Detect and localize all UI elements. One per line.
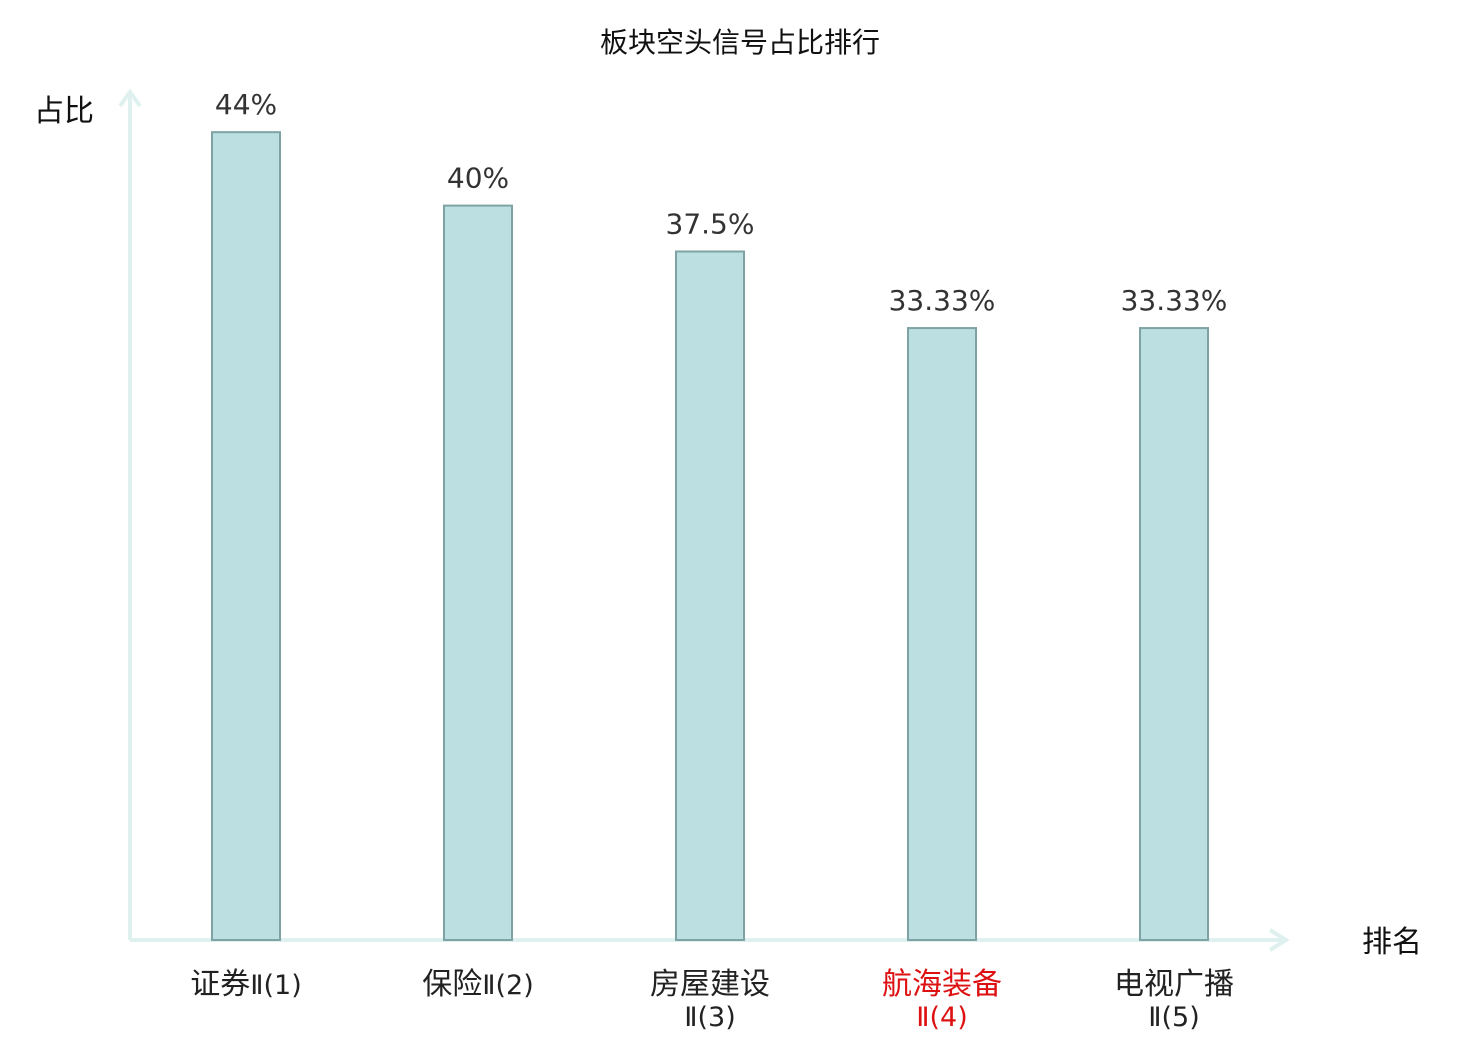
bar-3 xyxy=(675,250,745,941)
value-label-2: 40% xyxy=(447,162,509,195)
category-sublabel-5: Ⅱ(5) xyxy=(1148,1002,1200,1033)
y-axis xyxy=(118,88,142,940)
value-labels-group: 44% 40% 37.5% 33.33% 33.33% xyxy=(215,88,1228,317)
category-label-3: 房屋建设 xyxy=(650,967,770,1002)
value-label-4: 33.33% xyxy=(889,284,996,317)
category-sublabel-3: Ⅱ(3) xyxy=(684,1002,736,1033)
category-label-4: 航海装备 xyxy=(882,967,1002,1002)
category-label-sub-1: Ⅱ(1) xyxy=(250,970,302,1001)
category-label-main-1: 证券 xyxy=(190,967,250,1002)
bars-group xyxy=(211,131,1209,942)
value-label-5: 33.33% xyxy=(1121,284,1228,317)
bar-2 xyxy=(443,204,513,942)
chart-title: 板块空头信号占比排行 xyxy=(600,26,880,59)
bar-4 xyxy=(907,327,977,941)
y-axis-label: 占比 xyxy=(34,94,94,129)
bar-5 xyxy=(1139,327,1209,941)
category-label-5: 电视广播 xyxy=(1114,967,1234,1002)
category-label-sub-2: Ⅱ(2) xyxy=(482,970,534,1001)
value-label-1: 44% xyxy=(215,88,277,121)
bar-1 xyxy=(211,131,281,942)
category-label-2: 保险Ⅱ(2) xyxy=(422,967,534,1002)
value-label-3: 37.5% xyxy=(666,208,755,241)
x-axis-label: 排名 xyxy=(1362,925,1422,960)
category-label-main-2: 保险 xyxy=(422,967,482,1002)
category-label-1: 证券Ⅱ(1) xyxy=(190,967,302,1002)
category-sublabel-4: Ⅱ(4) xyxy=(916,1002,968,1033)
